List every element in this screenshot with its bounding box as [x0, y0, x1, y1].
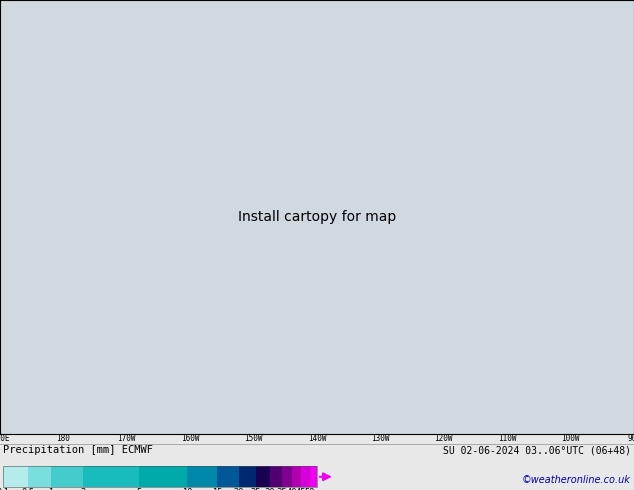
Bar [83, 466, 139, 487]
Text: 150W: 150W [244, 434, 263, 443]
Text: Precipitation [mm] ECMWF: Precipitation [mm] ECMWF [3, 445, 153, 456]
Bar [301, 466, 309, 487]
Bar [139, 466, 187, 487]
Text: 0.5: 0.5 [22, 489, 34, 490]
Bar [270, 466, 281, 487]
Bar [256, 466, 270, 487]
Text: 45: 45 [296, 489, 307, 490]
Text: 50: 50 [304, 489, 315, 490]
Text: 10: 10 [182, 489, 192, 490]
Text: 30: 30 [264, 489, 275, 490]
Text: 25: 25 [250, 489, 261, 490]
Text: 0.1: 0.1 [0, 489, 10, 490]
Bar [3, 466, 28, 487]
Text: Install cartopy for map: Install cartopy for map [238, 210, 396, 224]
Bar [51, 466, 83, 487]
Text: 180: 180 [56, 434, 70, 443]
Text: 170E: 170E [0, 434, 10, 443]
Text: 20: 20 [233, 489, 244, 490]
Text: SU 02-06-2024 03..06°UTC (06+48): SU 02-06-2024 03..06°UTC (06+48) [443, 445, 631, 456]
Text: 35: 35 [276, 489, 287, 490]
Text: 100W: 100W [561, 434, 580, 443]
Bar [28, 466, 51, 487]
Bar [238, 466, 256, 487]
Bar [187, 466, 217, 487]
Text: 5: 5 [136, 489, 141, 490]
Bar [281, 466, 292, 487]
Bar [217, 466, 238, 487]
Text: ©weatheronline.co.uk: ©weatheronline.co.uk [522, 475, 631, 486]
Text: 15: 15 [212, 489, 222, 490]
Bar [292, 466, 301, 487]
Text: 140W: 140W [307, 434, 327, 443]
Bar [3, 466, 317, 487]
Text: 120W: 120W [434, 434, 453, 443]
Text: 2: 2 [81, 489, 86, 490]
Text: 40: 40 [287, 489, 297, 490]
Text: 1: 1 [48, 489, 53, 490]
Text: 130W: 130W [371, 434, 390, 443]
Text: 170W: 170W [117, 434, 136, 443]
Bar [309, 466, 317, 487]
Text: 110W: 110W [498, 434, 517, 443]
Text: 160W: 160W [181, 434, 200, 443]
Text: 90W: 90W [627, 434, 634, 443]
